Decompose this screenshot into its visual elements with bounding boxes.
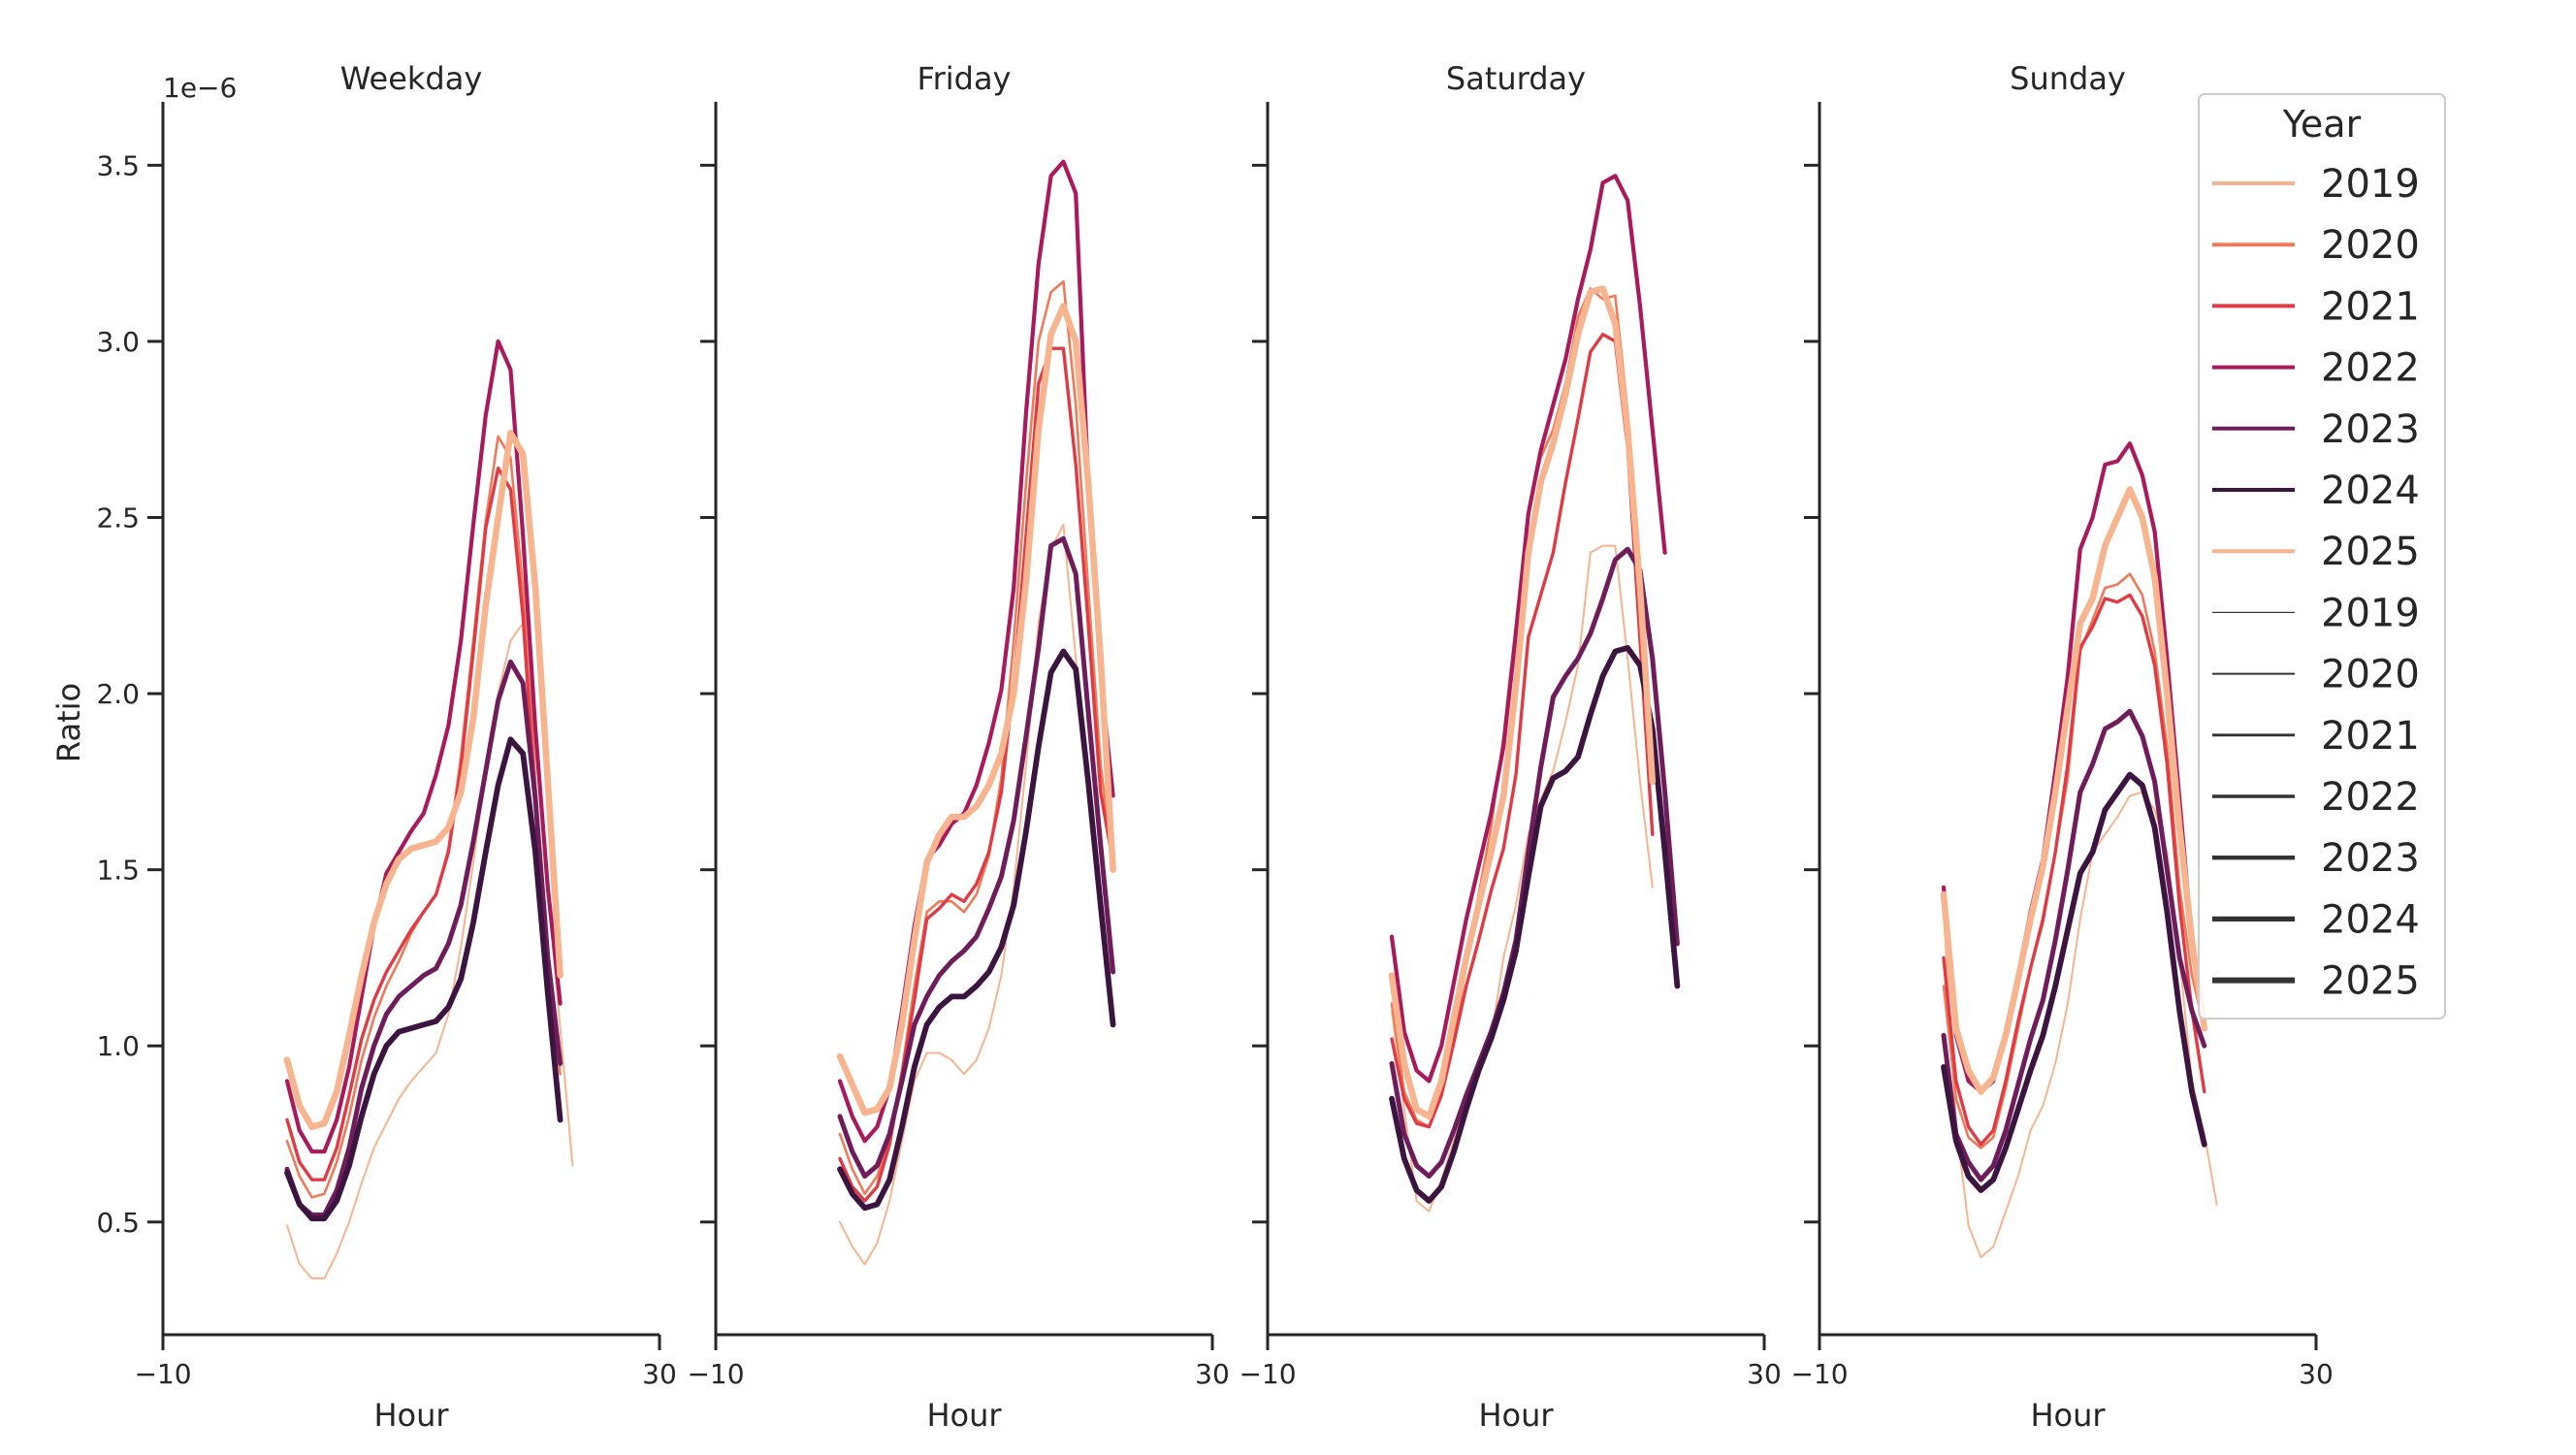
x-axis-label: Hour <box>2030 1397 2106 1434</box>
series-line-2024-5 <box>284 736 564 1222</box>
x-tick-label: 30 <box>1195 1358 1230 1390</box>
series-line-2021-2 <box>838 346 1115 1203</box>
legend-label: 2024 <box>2321 469 2420 513</box>
panel-saturday: Saturday −10 30 Hour <box>1239 60 1781 1434</box>
y-tick-label: 0.5 <box>96 1207 140 1239</box>
y-tick-label: 3.5 <box>96 149 140 181</box>
legend-label: 2025 <box>2321 530 2420 574</box>
legend-label: 2021 <box>2321 284 2420 329</box>
x-tick-label: −10 <box>1239 1358 1296 1390</box>
legend-label: 2024 <box>2321 897 2420 942</box>
series-line-2024-5 <box>1389 645 1681 1204</box>
panel-friday: Friday −10 30 Hour <box>687 60 1229 1434</box>
series-line-2022-3 <box>1389 174 1667 1083</box>
legend-label: 2020 <box>2321 223 2420 268</box>
series-line-2025-6 <box>1940 486 2208 1095</box>
legend-label: 2019 <box>2321 591 2420 635</box>
legend-label: 2022 <box>2321 346 2420 391</box>
series-line-2025-6 <box>836 303 1116 1116</box>
panel-title: Saturday <box>1446 60 1586 97</box>
y-axis-label: Ratio <box>50 683 87 762</box>
y-tick-label: 1.0 <box>96 1030 140 1062</box>
y-tick-label: 3.0 <box>96 326 140 358</box>
y-offset-label: 1e−6 <box>163 72 237 104</box>
panel-title: Sunday <box>2010 60 2126 97</box>
series-line-2019-0 <box>839 523 1114 1266</box>
series-line-2025-6 <box>1388 285 1657 1120</box>
legend-label: 2023 <box>2321 407 2420 452</box>
series-line-2023-4 <box>1389 546 1680 1180</box>
series-line-2021-2 <box>285 467 563 1181</box>
y-tick-label: 2.5 <box>96 502 140 534</box>
x-axis-label: Hour <box>926 1397 1002 1434</box>
series-line-2023-4 <box>837 535 1116 1180</box>
x-tick-label: 30 <box>1747 1358 1782 1390</box>
legend-label: 2021 <box>2321 714 2420 759</box>
y-tick-label: 2.0 <box>96 678 140 710</box>
x-tick-label: −10 <box>687 1358 744 1390</box>
legend-label: 2019 <box>2321 162 2420 207</box>
x-axis-label: Hour <box>1478 1397 1554 1434</box>
y-tick-label: 1.5 <box>96 855 140 887</box>
series-line-2022-3 <box>1941 441 2206 1094</box>
x-tick-label: 30 <box>2299 1358 2334 1390</box>
x-tick-label: 30 <box>642 1358 677 1390</box>
legend-title: Year <box>2282 103 2362 146</box>
legend-label: 2023 <box>2321 836 2420 881</box>
series-line-2023-4 <box>284 659 564 1217</box>
series-line-2025-6 <box>283 430 564 1130</box>
legend-box <box>2198 93 2446 1019</box>
series-line-2024-5 <box>1941 771 2207 1193</box>
panel-sunday: Sunday −10 30 Hour <box>1790 60 2333 1434</box>
legend-label: 2022 <box>2321 775 2420 820</box>
series-line-2022-3 <box>837 159 1115 1144</box>
panel-title: Weekday <box>340 60 483 97</box>
legend-label: 2025 <box>2321 959 2420 1004</box>
series-line-2023-4 <box>1941 708 2207 1182</box>
panel-weekday: Weekday 0.5 1.0 1.5 2.0 2.5 3.0 3.5 −10 30 Hour <box>96 60 676 1434</box>
series-line-2021-2 <box>1390 333 1655 1129</box>
panel-title: Friday <box>918 60 1012 97</box>
series-line-2024-5 <box>837 648 1116 1212</box>
legend: Year 2019 2020 2021 2022 2023 2024 2025 2019 2020… <box>2198 93 2446 1019</box>
x-tick-label: −10 <box>1790 1358 1848 1390</box>
x-axis-label: Hour <box>373 1397 449 1434</box>
series-line-2021-2 <box>1942 593 2206 1147</box>
x-tick-label: −10 <box>134 1358 191 1390</box>
legend-label: 2020 <box>2321 653 2420 697</box>
series-line-2022-3 <box>284 339 563 1154</box>
series-line-2020-1 <box>285 435 562 1199</box>
